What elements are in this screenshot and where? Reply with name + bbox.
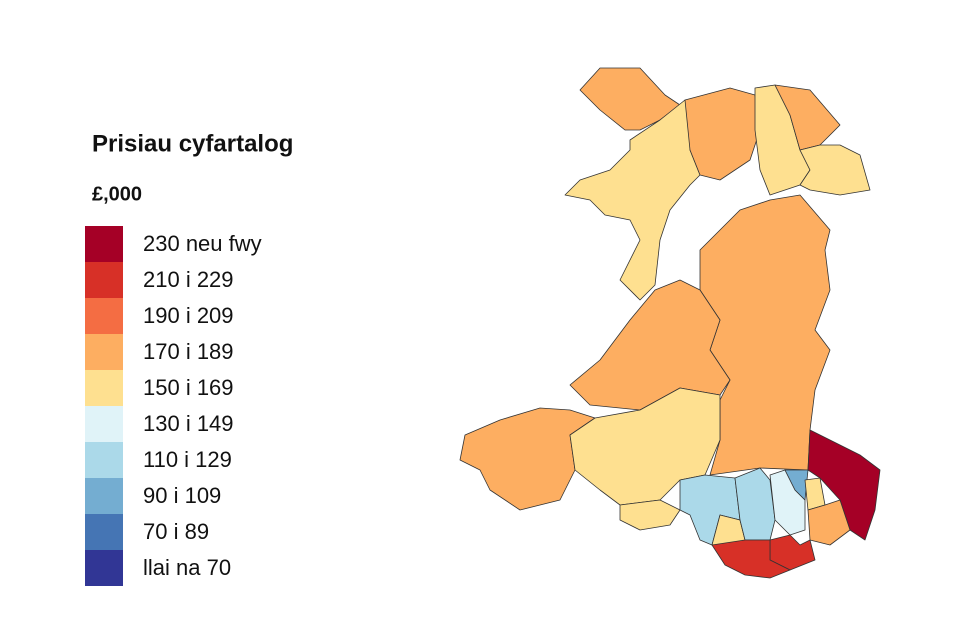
region <box>684 87 761 181</box>
legend-swatch <box>85 550 123 586</box>
region <box>619 499 681 531</box>
region <box>734 467 776 541</box>
legend-label: 70 i 89 <box>143 519 209 544</box>
legend-swatch <box>85 262 123 298</box>
legend-label: 110 i 129 <box>143 447 232 472</box>
region <box>807 429 881 541</box>
legend-swatch <box>85 514 123 550</box>
legend-swatch <box>85 406 123 442</box>
legend-swatch <box>85 298 123 334</box>
legend-label: 230 neu fwy <box>143 231 262 256</box>
legend-label: 170 i 189 <box>143 339 234 364</box>
legend-label: 90 i 109 <box>143 483 221 508</box>
legend-swatch <box>85 442 123 478</box>
map-regions <box>459 67 881 579</box>
legend-subtitle: £,000 <box>92 183 142 205</box>
legend-swatch <box>85 478 123 514</box>
legend-swatch <box>85 334 123 370</box>
legend: 230 neu fwy 210 i 229 190 i 209 170 i 189 15… <box>85 226 262 586</box>
legend-swatch <box>85 370 123 406</box>
region <box>784 469 809 501</box>
legend-title: Prisiau cyfartalog <box>92 130 293 157</box>
region <box>711 539 791 579</box>
legend-label: 210 i 229 <box>143 267 234 292</box>
legend-label: 190 i 209 <box>143 303 234 328</box>
legend-swatch <box>85 226 123 262</box>
legend-label: llai na 70 <box>143 555 231 580</box>
legend-label: 150 i 169 <box>143 375 234 400</box>
legend-label: 130 i 149 <box>143 411 234 436</box>
region <box>799 144 871 196</box>
region <box>569 279 731 411</box>
region <box>804 477 826 511</box>
